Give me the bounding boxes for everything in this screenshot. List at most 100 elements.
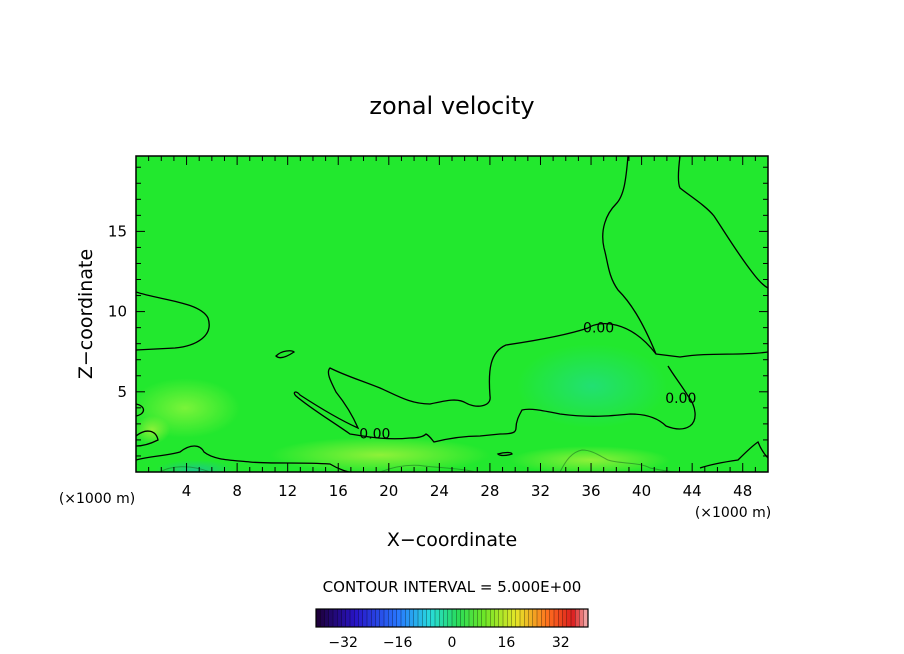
colorbar-tick-label: −16 [383, 635, 413, 651]
x-tick-label: 8 [232, 482, 242, 500]
colorbar-swatch [452, 609, 457, 627]
colorbar-swatch [477, 609, 483, 627]
colorbar-swatch [537, 609, 542, 627]
x-tick-label: 36 [581, 482, 600, 500]
colorbar-swatch [575, 609, 580, 627]
colorbar-swatch [333, 609, 338, 627]
contour-line [602, 156, 657, 355]
colorbar-swatch [418, 609, 423, 627]
x-tick-label: 28 [480, 482, 499, 500]
contour-interval-text: CONTOUR INTERVAL = 5.000E+00 [323, 578, 582, 596]
colorbar-swatch [350, 609, 355, 627]
contour-label: 0.00 [665, 391, 696, 407]
colorbar-swatch [579, 609, 585, 627]
x-tick-label: 44 [683, 482, 702, 500]
colorbar-swatch [558, 609, 563, 627]
colorbar-swatch [439, 609, 444, 627]
colorbar-swatch [371, 609, 376, 627]
x-tick-label: 16 [329, 482, 348, 500]
x-tick-label: 24 [430, 482, 449, 500]
field-patch [517, 344, 667, 428]
colorbar-swatch [345, 609, 351, 627]
field-patch [270, 437, 490, 472]
colorbar-swatch [316, 609, 321, 627]
x-unit-left: (×1000 m) [59, 491, 135, 507]
x-axis-label: X−coordinate [387, 529, 517, 551]
colorbar-swatch [503, 609, 508, 627]
colorbar-swatch [413, 609, 419, 627]
contour-line [136, 445, 351, 472]
colorbar-swatch [337, 609, 342, 627]
contour-line [379, 464, 477, 472]
colorbar-swatch [464, 609, 470, 627]
colorbar-swatch [358, 609, 364, 627]
colorbar-swatch [405, 609, 410, 627]
colorbar-swatch [528, 609, 534, 627]
colorbar-swatch [362, 609, 368, 627]
contour-line [293, 323, 768, 443]
field-patch [136, 416, 170, 444]
contour-label: 0.00 [583, 320, 614, 336]
x-axis: 4 8 12 16 20 24 28 32 36 40 44 48 [148, 156, 756, 500]
colorbar-swatch [392, 609, 398, 627]
colorbar-swatch [494, 609, 500, 627]
x-tick-label: 32 [531, 482, 550, 500]
colorbar-tick-label: 32 [552, 635, 570, 651]
colorbar-tick-label: −32 [328, 635, 358, 651]
colorbar-swatch [524, 609, 529, 627]
colorbar-swatch [375, 609, 381, 627]
colorbar-swatch [583, 609, 589, 627]
colorbar-swatch [507, 609, 512, 627]
colorbar-tick-label: 0 [448, 635, 457, 651]
secondary-contours [159, 449, 677, 472]
colorbar-swatch [532, 609, 538, 627]
x-tick-label: 20 [379, 482, 398, 500]
heatmap-field [136, 156, 768, 472]
colorbar-swatch [426, 609, 432, 627]
colorbar-swatch [328, 609, 334, 627]
x-tick-label: 40 [632, 482, 651, 500]
contour-line [136, 430, 159, 447]
contour-lines [136, 156, 768, 472]
contour-label: 0.00 [359, 426, 390, 442]
contour-line [136, 291, 210, 351]
x-tick-label: 12 [278, 482, 297, 500]
colorbar-swatch [396, 609, 402, 627]
colorbar-swatch [486, 609, 491, 627]
colorbar-swatch [515, 609, 521, 627]
contour-labels: 0.00 0.00 0.00 [359, 320, 696, 442]
colorbar-swatch [388, 609, 393, 627]
colorbar-swatch [430, 609, 436, 627]
y-tick-label: 5 [117, 383, 127, 401]
contour-line [496, 451, 513, 457]
colorbar-swatch [409, 609, 415, 627]
x-unit-right: (×1000 m) [695, 505, 771, 521]
colorbar-swatch [473, 609, 478, 627]
contour-line [136, 403, 145, 417]
x-tick-label: 4 [182, 482, 192, 500]
colorbar-swatch [456, 609, 461, 627]
field-background [136, 156, 768, 472]
contour-line [159, 466, 211, 472]
colorbar-swatch [541, 609, 546, 627]
colorbar-swatch [443, 609, 449, 627]
colorbar-swatch [320, 609, 325, 627]
y-tick-label: 15 [108, 222, 127, 240]
colorbar-swatch [511, 609, 517, 627]
colorbar-swatch [566, 609, 572, 627]
contour-line [275, 350, 296, 359]
y-axis: 5 10 15 [108, 166, 768, 457]
colorbar-swatch [498, 609, 504, 627]
colorbar-swatch [481, 609, 487, 627]
y-tick-label: 10 [108, 303, 127, 321]
y-axis-label: Z−coordinate [75, 249, 97, 379]
colorbar-frame [315, 608, 589, 628]
colorbar-swatch [384, 609, 389, 627]
contour-line [559, 449, 677, 472]
colorbar-tick-label: 16 [497, 635, 515, 651]
colorbar-swatch [562, 609, 568, 627]
field-patch [155, 460, 235, 472]
colorbar-swatch [490, 609, 495, 627]
colorbar-swatch [367, 609, 372, 627]
